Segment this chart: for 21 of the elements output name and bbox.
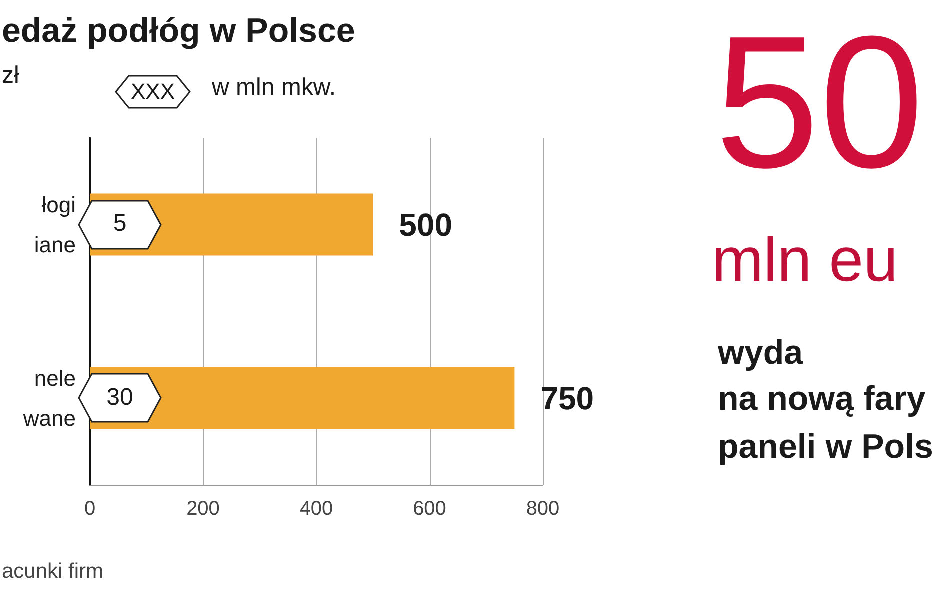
- text: zł: [2, 62, 20, 90]
- x-tick-label: 0: [84, 498, 96, 520]
- annotation: 30: [106, 384, 134, 413]
- chart-title: edaż podłóg w Polsce: [2, 12, 356, 51]
- text: na nową fary: [718, 380, 926, 419]
- x-tick-label: 800: [526, 498, 560, 520]
- text: mln eu: [712, 225, 898, 296]
- annotation: 5: [112, 210, 128, 240]
- text: w mln mkw.: [212, 74, 336, 102]
- x-tick-label: 200: [186, 498, 220, 520]
- text: XXX: [130, 78, 176, 106]
- text: 50: [715, 0, 924, 207]
- text: wyda: [718, 334, 804, 373]
- x-tick-label: 600: [413, 498, 446, 520]
- y-tick-label: nele wane: [22, 366, 76, 431]
- text: acunki firm: [2, 560, 104, 584]
- text: paneli w Pols: [718, 428, 934, 467]
- x-tick-label: 400: [300, 498, 334, 520]
- y-tick-label: łogi iane: [34, 192, 76, 258]
- data-label: 750: [540, 380, 594, 416]
- data-label: 500: [399, 206, 453, 243]
